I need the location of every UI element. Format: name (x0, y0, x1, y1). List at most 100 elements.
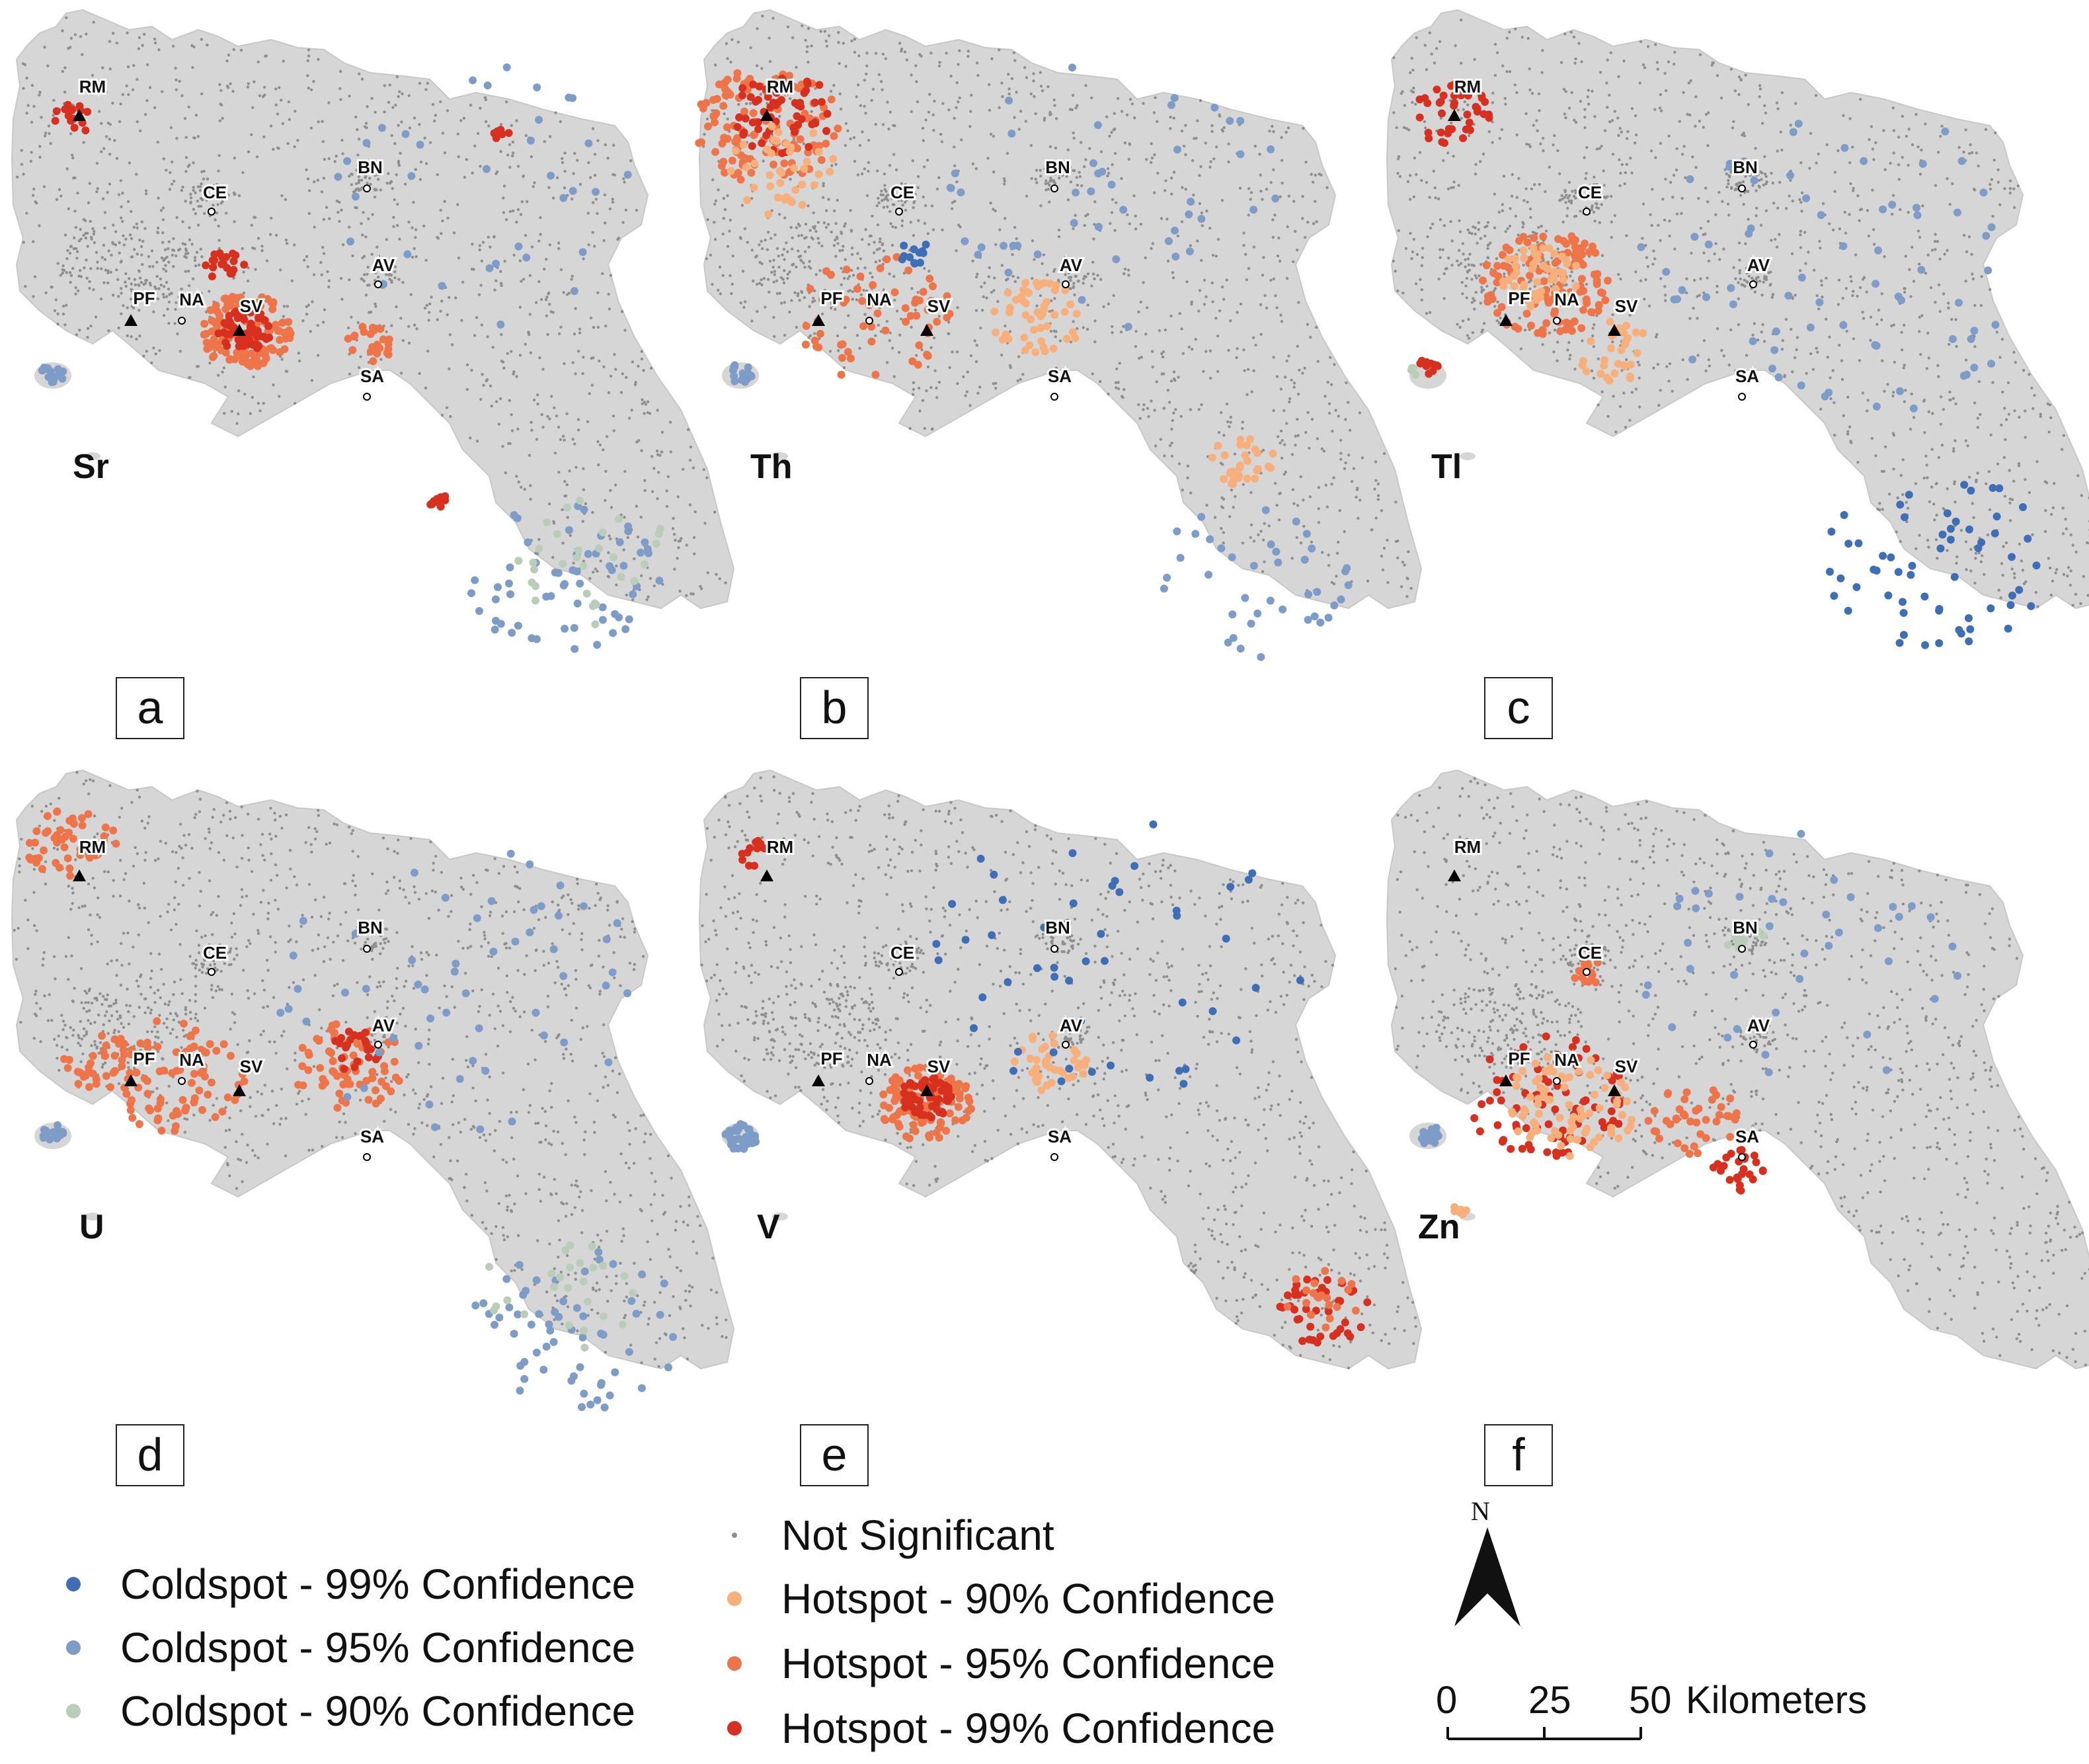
not-significant-point (1776, 206, 1780, 210)
hotspot-95-point (740, 107, 748, 116)
not-significant-point (1877, 308, 1881, 312)
not-significant-point (1953, 501, 1957, 504)
not-significant-point (1013, 225, 1017, 229)
not-significant-point (1803, 231, 1807, 234)
not-significant-point (910, 287, 914, 290)
not-significant-point (1622, 391, 1626, 395)
not-significant-point (1493, 305, 1497, 308)
not-significant-point (1167, 401, 1171, 404)
not-significant-point (196, 135, 200, 138)
not-significant-point (1282, 409, 1286, 413)
not-significant-point (543, 140, 546, 143)
not-significant-point (200, 255, 204, 259)
not-significant-point (1138, 356, 1141, 360)
coldspot-95-point (469, 76, 477, 85)
not-significant-point (1225, 402, 1229, 406)
not-significant-point (607, 551, 610, 555)
not-significant-point (1177, 376, 1180, 379)
not-significant-point (805, 50, 808, 54)
not-significant-point (1698, 120, 1702, 123)
not-significant-point (1563, 190, 1567, 193)
not-significant-point (1706, 276, 1709, 280)
not-significant-point (1184, 153, 1187, 157)
not-significant-point (608, 207, 612, 211)
not-significant-point (191, 277, 195, 280)
volcano-icon (124, 314, 138, 326)
coldspot-90-point (615, 514, 623, 523)
coldspot-95-point (1274, 558, 1282, 567)
not-significant-point (1099, 278, 1103, 281)
not-significant-point (1791, 297, 1795, 300)
not-significant-point (1553, 329, 1557, 332)
not-significant-point (1025, 194, 1029, 198)
not-significant-point (703, 132, 706, 136)
not-significant-point (953, 164, 957, 167)
not-significant-point (804, 38, 807, 42)
not-significant-point (1587, 102, 1591, 106)
not-significant-point (546, 333, 549, 337)
not-significant-point (1066, 148, 1070, 151)
not-significant-point (440, 413, 444, 417)
not-significant-point (1249, 491, 1253, 495)
not-significant-point (1376, 498, 1380, 501)
not-significant-point (594, 567, 597, 571)
not-significant-point (393, 265, 397, 268)
not-significant-point (383, 266, 387, 269)
not-significant-point (1132, 194, 1136, 198)
not-significant-point (360, 186, 364, 190)
not-significant-point (276, 112, 280, 116)
not-significant-point (2071, 543, 2074, 547)
not-significant-point (731, 255, 734, 258)
not-significant-point (104, 268, 108, 272)
not-significant-point (422, 224, 426, 227)
not-significant-point (366, 181, 369, 185)
not-significant-point (1538, 109, 1541, 112)
not-significant-point (527, 331, 530, 334)
coldspot-95-point (362, 139, 371, 147)
not-significant-point (1290, 557, 1294, 560)
not-significant-point (921, 399, 925, 402)
not-significant-point (1519, 347, 1523, 350)
not-significant-point (766, 248, 769, 251)
not-significant-point (1697, 196, 1700, 200)
not-significant-point (372, 265, 375, 268)
not-significant-point (1076, 104, 1079, 107)
not-significant-point (124, 237, 128, 241)
not-significant-point (582, 356, 585, 359)
not-significant-point (38, 91, 42, 94)
not-significant-point (1929, 286, 1933, 290)
coldspot-95-point (438, 282, 446, 290)
island (1460, 452, 1476, 460)
not-significant-point (931, 113, 935, 116)
not-significant-point (886, 193, 889, 197)
not-significant-point (1526, 200, 1529, 204)
not-significant-point (1900, 348, 1904, 352)
hotspot-95-point (914, 360, 922, 369)
not-significant-point (1326, 381, 1329, 384)
not-significant-point (348, 175, 351, 178)
not-significant-point (623, 516, 626, 519)
not-significant-point (1903, 364, 1906, 367)
hotspot-95-point (208, 327, 216, 336)
not-significant-point (1078, 175, 1082, 179)
not-significant-point (923, 221, 927, 225)
not-significant-point (327, 285, 331, 289)
not-significant-point (660, 450, 664, 454)
not-significant-point (1290, 453, 1294, 456)
not-significant-point (1778, 233, 1781, 236)
not-significant-point (217, 186, 221, 190)
coldspot-95-point (44, 373, 53, 381)
not-significant-point (180, 188, 183, 192)
not-significant-point (1542, 136, 1545, 140)
not-significant-point (1746, 190, 1750, 193)
not-significant-point (609, 374, 613, 378)
coldspot-95-point (506, 563, 514, 572)
coldspot-95-point (494, 583, 502, 591)
not-significant-point (1791, 199, 1794, 203)
not-significant-point (281, 122, 285, 126)
not-significant-point (246, 279, 250, 283)
not-significant-point (1639, 40, 1643, 44)
not-significant-point (1072, 282, 1076, 285)
not-significant-point (219, 102, 222, 106)
not-significant-point (156, 297, 160, 301)
